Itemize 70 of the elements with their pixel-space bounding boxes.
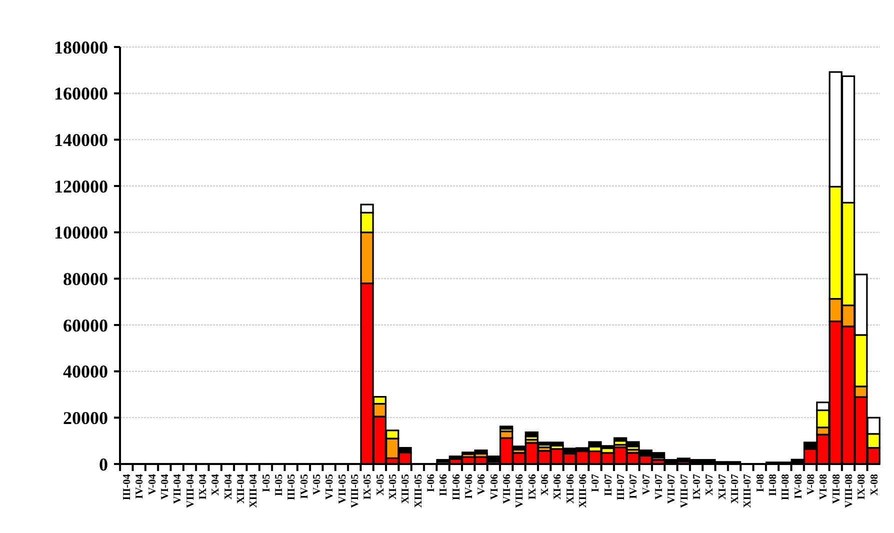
x-tick-label: X-07 — [704, 474, 716, 496]
y-tick-label: 100000 — [54, 222, 108, 243]
x-tick-label: XI-06 — [552, 474, 564, 500]
x-tick-label: XII-06 — [565, 474, 576, 504]
x-tick-label: XI-05 — [388, 474, 400, 500]
x-tick-label: IV-04 — [134, 473, 146, 499]
x-tick-label: XII-07 — [730, 474, 741, 504]
x-tick-label: XII-05 — [400, 474, 412, 504]
x-tick-label: IX-04 — [198, 473, 210, 500]
x-tick-label: X-08 — [869, 474, 880, 496]
x-tick-label: XIII-06 — [578, 474, 589, 508]
x-tick-label: VII-07 — [666, 474, 678, 504]
x-tick-label: I-07 — [590, 474, 602, 492]
x-tick-label: III-05 — [286, 474, 298, 500]
x-tick-label: X-06 — [540, 474, 551, 496]
x-tick-label: VI-06 — [489, 474, 500, 500]
x-tick-label: VI-08 — [818, 474, 830, 500]
x-tick-label: VII-05 — [337, 474, 348, 504]
x-tick-label: IX-08 — [856, 474, 868, 500]
x-tick-label: V-06 — [476, 474, 488, 495]
x-tick-label: VIII-05 — [350, 474, 362, 508]
y-tick-label: 60000 — [63, 315, 108, 336]
x-tick-label: V-04 — [147, 473, 158, 495]
x-tick-label: IX-05 — [362, 474, 374, 500]
x-tick-label: X-05 — [375, 474, 386, 496]
y-tick-label: 0 — [99, 454, 108, 474]
y-tick-label: 20000 — [63, 408, 108, 428]
x-tick-label: III-08 — [780, 474, 792, 500]
x-tick-label: V-05 — [312, 474, 324, 495]
x-tick-label: V-07 — [641, 474, 652, 495]
x-tick-label: IX-06 — [527, 474, 538, 500]
x-tick-label: XIII-07 — [742, 474, 754, 508]
x-tick-label: III-04 — [122, 473, 134, 500]
x-tick-label: III-07 — [616, 474, 627, 500]
x-tick-label: VII-06 — [502, 474, 514, 504]
x-tick-label: XIII-05 — [413, 474, 424, 508]
x-tick-label: IV-07 — [628, 474, 640, 499]
x-tick-label: VI-05 — [324, 474, 336, 500]
x-tick-label: IX-07 — [692, 474, 703, 500]
x-tick-label: XI-04 — [223, 473, 234, 500]
x-tick-label: I-06 — [426, 474, 438, 492]
x-tick-label: II-07 — [603, 474, 614, 496]
x-tick-label: II-08 — [768, 474, 779, 496]
y-tick-label: 40000 — [63, 362, 108, 382]
x-tick-label: XI-07 — [717, 474, 728, 500]
x-tick-label: III-06 — [451, 474, 462, 500]
y-tick-label: 160000 — [54, 84, 108, 104]
y-tick-label: 120000 — [54, 176, 108, 196]
x-tick-label: IV-08 — [793, 474, 804, 499]
x-tick-label: II-05 — [274, 474, 286, 496]
x-tick-label: XIII-04 — [248, 473, 260, 508]
x-tick-label: VIII-04 — [185, 473, 196, 508]
x-tick-label: VII-08 — [831, 474, 842, 504]
x-tick-label: VIII-08 — [844, 474, 855, 508]
y-tick-label: 80000 — [63, 268, 108, 289]
x-tick-label: II-06 — [438, 474, 450, 496]
x-tick-label: VIII-06 — [514, 474, 526, 508]
x-tick-label: IV-06 — [464, 474, 476, 499]
x-tick-label: VIII-07 — [679, 474, 690, 508]
x-tick-label: I-05 — [261, 474, 272, 492]
x-tick-label: VI-07 — [654, 474, 665, 500]
y-tick-label: 180000 — [54, 37, 108, 58]
x-tick-label: VII-04 — [172, 473, 184, 504]
x-tick-label: XII-04 — [236, 473, 248, 504]
y-tick-label: 140000 — [54, 130, 108, 150]
x-tick-label: V-08 — [806, 474, 817, 495]
x-tick-label: X-04 — [210, 473, 222, 496]
x-tick-label: VI-04 — [160, 473, 172, 500]
x-tick-label: IV-05 — [299, 474, 310, 499]
x-tick-label: I-08 — [755, 474, 766, 492]
